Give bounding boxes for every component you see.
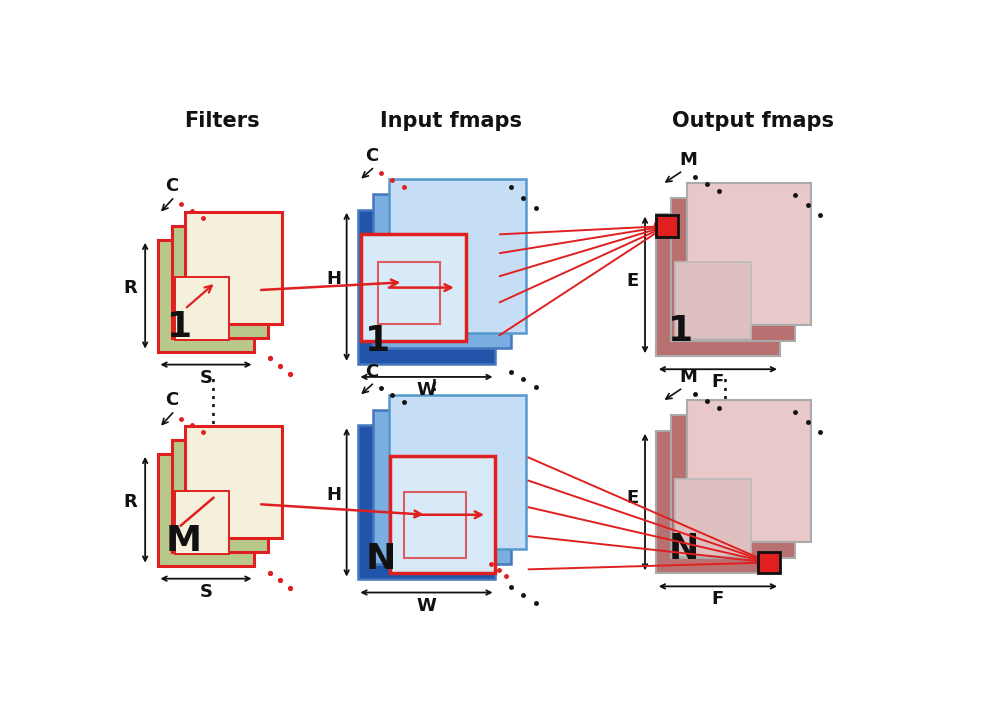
Bar <box>758 552 780 573</box>
Bar <box>388 395 526 549</box>
Text: C: C <box>165 391 179 409</box>
Bar <box>656 215 678 237</box>
Text: 1: 1 <box>167 310 192 344</box>
Bar <box>687 400 811 542</box>
Text: ⋮: ⋮ <box>422 378 447 402</box>
Text: E: E <box>626 272 639 290</box>
Bar <box>358 425 495 580</box>
Text: S: S <box>199 369 212 387</box>
Bar <box>361 235 466 341</box>
Text: ⋮: ⋮ <box>201 378 226 402</box>
Bar <box>675 262 751 339</box>
Text: N: N <box>668 531 699 565</box>
Text: 1: 1 <box>365 323 390 357</box>
Bar <box>671 415 795 558</box>
Bar <box>388 179 526 333</box>
Bar <box>404 492 466 558</box>
Text: M: M <box>679 151 697 169</box>
Text: ⋮: ⋮ <box>713 378 738 402</box>
Bar <box>185 212 282 323</box>
Text: H: H <box>327 270 342 288</box>
Bar <box>158 240 254 352</box>
Text: E: E <box>626 490 639 507</box>
Bar <box>175 277 229 340</box>
Text: R: R <box>124 279 137 297</box>
Text: N: N <box>365 542 396 575</box>
Text: H: H <box>327 486 342 504</box>
Bar <box>158 454 254 565</box>
Text: W: W <box>417 381 436 399</box>
Text: Output fmaps: Output fmaps <box>672 110 834 131</box>
Text: ⋮: ⋮ <box>201 403 226 427</box>
Bar <box>390 456 495 573</box>
Text: ⋮: ⋮ <box>422 415 447 439</box>
Text: 1: 1 <box>668 315 693 349</box>
Text: C: C <box>165 177 179 195</box>
Text: F: F <box>712 373 724 391</box>
Text: R: R <box>124 493 137 511</box>
Bar <box>378 262 440 323</box>
Text: F: F <box>712 591 724 609</box>
Text: M: M <box>165 524 201 558</box>
Bar <box>675 479 751 557</box>
Bar <box>172 226 268 338</box>
Bar <box>175 491 229 554</box>
Text: C: C <box>365 362 378 380</box>
Text: C: C <box>365 147 378 165</box>
Bar <box>687 183 811 326</box>
Text: S: S <box>199 583 212 601</box>
Bar <box>172 440 268 552</box>
Bar <box>185 426 282 538</box>
Bar <box>373 410 511 564</box>
Text: ⋮: ⋮ <box>713 407 738 431</box>
Text: M: M <box>679 368 697 386</box>
Bar <box>656 214 780 356</box>
Bar <box>373 194 511 349</box>
Text: Filters: Filters <box>184 110 260 131</box>
Text: Input fmaps: Input fmaps <box>380 110 522 131</box>
Bar <box>358 210 495 364</box>
Text: W: W <box>417 596 436 614</box>
Bar <box>656 431 780 573</box>
Bar <box>671 199 795 341</box>
